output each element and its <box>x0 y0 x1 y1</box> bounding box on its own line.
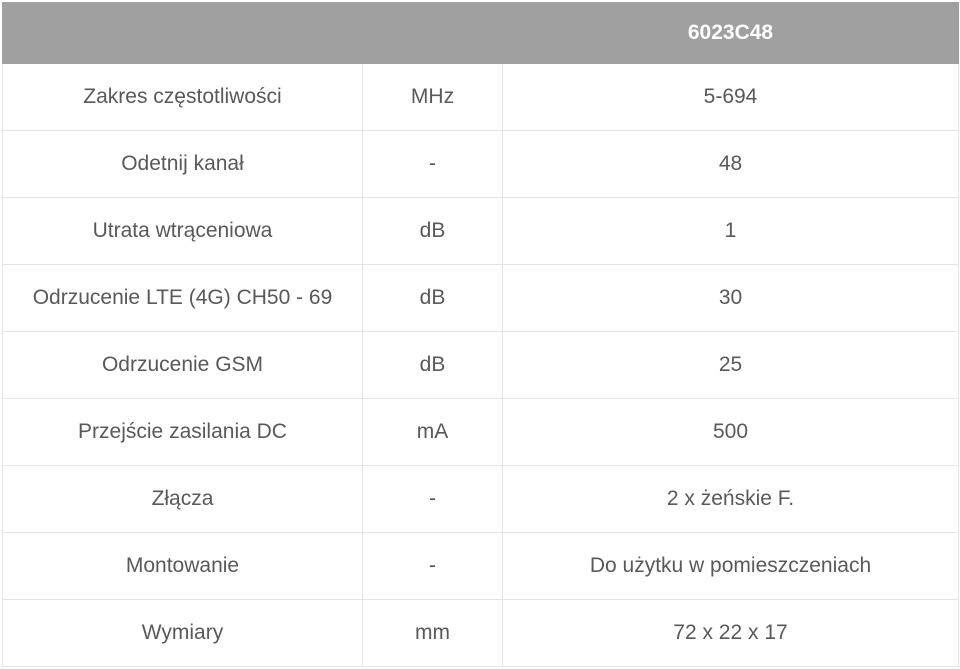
table-row: Zakres częstotliwości MHz 5-694 <box>3 64 959 131</box>
cell-value: 2 x żeńskie F. <box>503 466 959 533</box>
cell-unit: dB <box>363 265 503 332</box>
cell-param: Utrata wtrąceniowa <box>3 198 363 265</box>
header-value: 6023C48 <box>503 3 959 64</box>
table-row: Utrata wtrąceniowa dB 1 <box>3 198 959 265</box>
table-header-row: 6023C48 <box>3 3 959 64</box>
cell-value: 30 <box>503 265 959 332</box>
table-row: Odrzucenie GSM dB 25 <box>3 332 959 399</box>
cell-value: 25 <box>503 332 959 399</box>
spec-table: 6023C48 Zakres częstotliwości MHz 5-694 … <box>2 2 959 667</box>
header-param <box>3 3 363 64</box>
table-row: Odetnij kanał - 48 <box>3 131 959 198</box>
header-unit <box>363 3 503 64</box>
cell-param: Odrzucenie LTE (4G) CH50 - 69 <box>3 265 363 332</box>
cell-value: 500 <box>503 399 959 466</box>
cell-param: Przejście zasilania DC <box>3 399 363 466</box>
cell-unit: - <box>363 533 503 600</box>
cell-unit: - <box>363 466 503 533</box>
cell-value: Do użytku w pomieszczeniach <box>503 533 959 600</box>
cell-unit: - <box>363 131 503 198</box>
cell-unit: MHz <box>363 64 503 131</box>
cell-param: Wymiary <box>3 600 363 667</box>
cell-unit: mA <box>363 399 503 466</box>
table-row: Złącza - 2 x żeńskie F. <box>3 466 959 533</box>
cell-value: 72 x 22 x 17 <box>503 600 959 667</box>
cell-param: Montowanie <box>3 533 363 600</box>
cell-unit: mm <box>363 600 503 667</box>
cell-value: 5-694 <box>503 64 959 131</box>
cell-param: Zakres częstotliwości <box>3 64 363 131</box>
cell-param: Złącza <box>3 466 363 533</box>
cell-unit: dB <box>363 332 503 399</box>
cell-value: 48 <box>503 131 959 198</box>
cell-value: 1 <box>503 198 959 265</box>
cell-unit: dB <box>363 198 503 265</box>
table-row: Przejście zasilania DC mA 500 <box>3 399 959 466</box>
cell-param: Odrzucenie GSM <box>3 332 363 399</box>
table-row: Odrzucenie LTE (4G) CH50 - 69 dB 30 <box>3 265 959 332</box>
table-row: Montowanie - Do użytku w pomieszczeniach <box>3 533 959 600</box>
cell-param: Odetnij kanał <box>3 131 363 198</box>
table-row: Wymiary mm 72 x 22 x 17 <box>3 600 959 667</box>
